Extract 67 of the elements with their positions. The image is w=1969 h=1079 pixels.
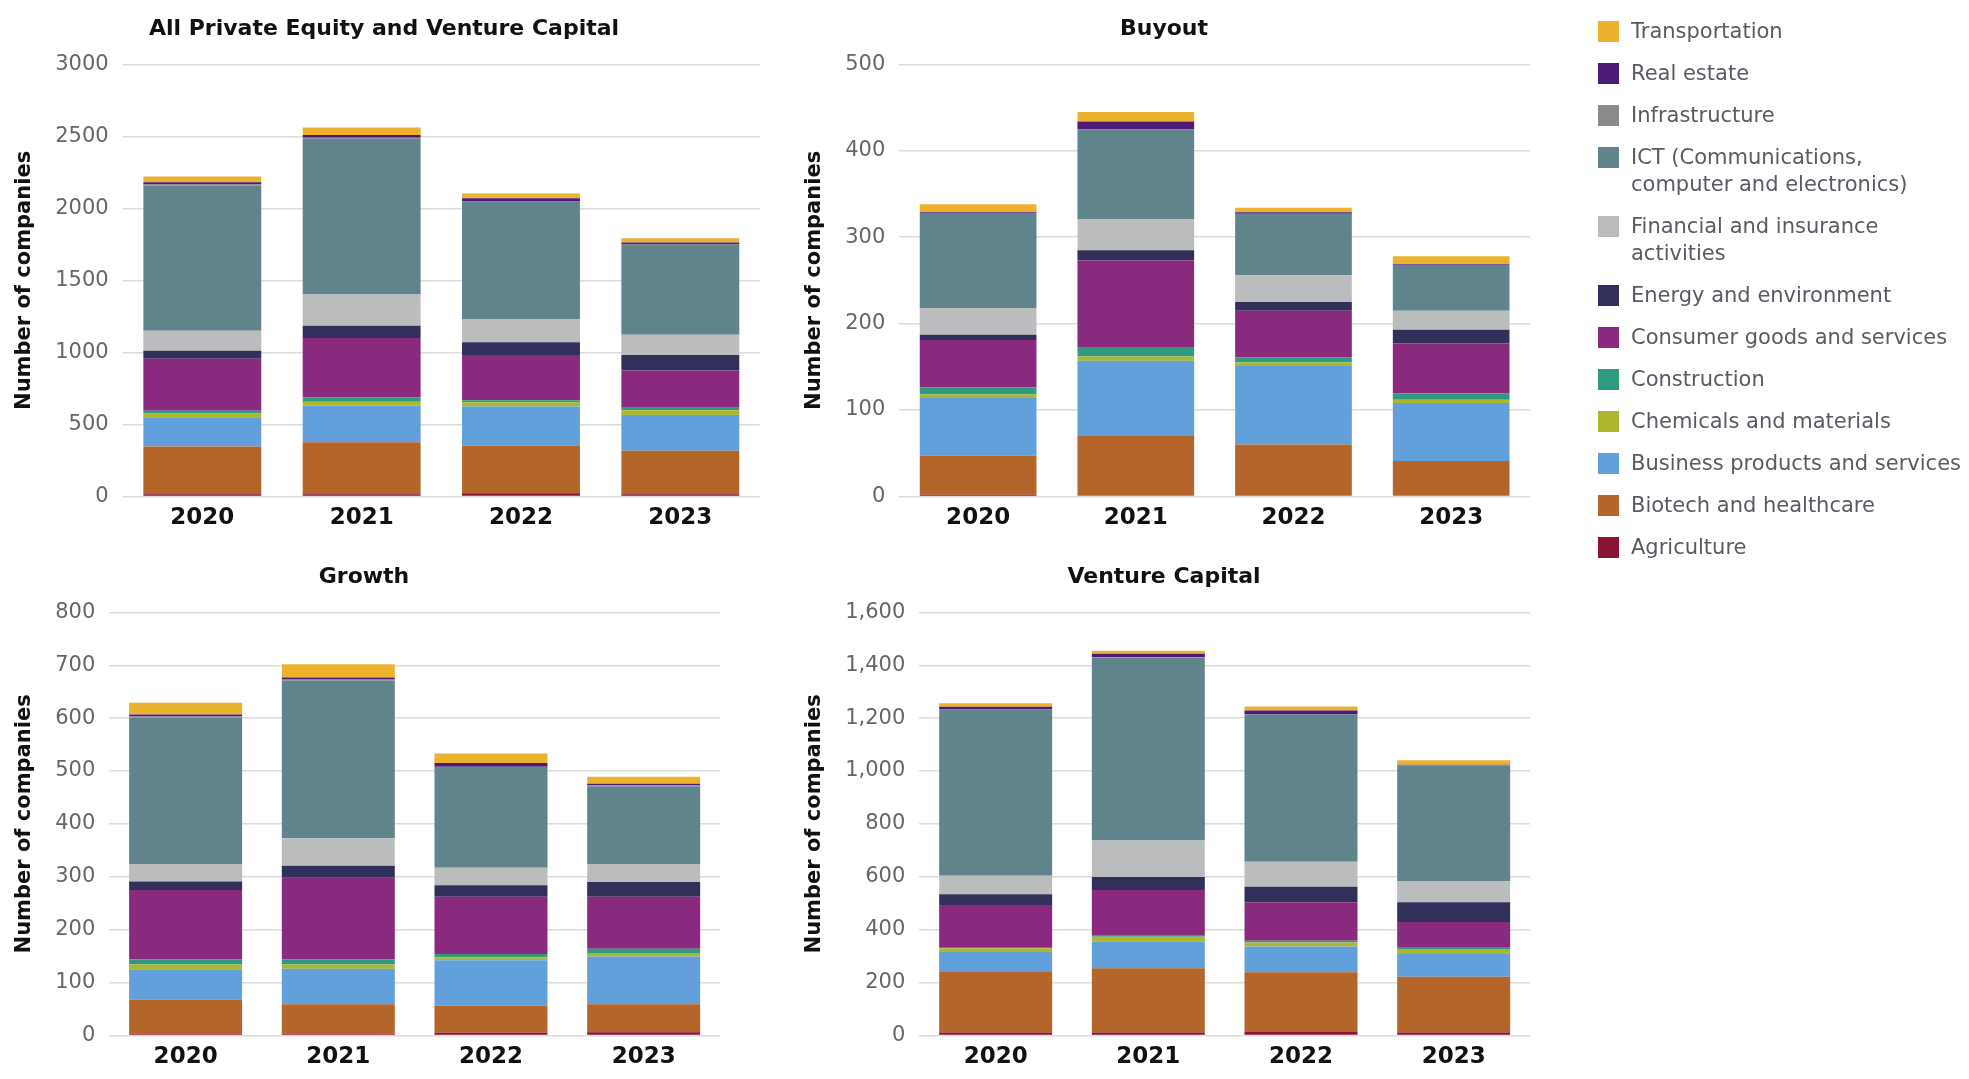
y-tick-label: 300 xyxy=(55,863,96,888)
legend-label: Construction xyxy=(1631,366,1765,393)
y-tick-label: 1000 xyxy=(55,338,109,363)
y-tick-label: 2500 xyxy=(55,122,109,147)
chart-title: Growth xyxy=(318,562,410,588)
x-tick-label: 2020 xyxy=(963,1042,1028,1069)
y-tick-label: 2000 xyxy=(55,194,109,219)
y-tick-label: 1,200 xyxy=(845,704,906,729)
y-tick-label: 1500 xyxy=(55,266,109,291)
y-tick-label: 100 xyxy=(845,396,886,421)
legend-label: Chemicals and materials xyxy=(1631,408,1891,435)
x-tick-label: 2020 xyxy=(153,1042,218,1069)
x-tick-label: 2022 xyxy=(488,503,553,530)
legend-label: Real estate xyxy=(1631,60,1750,87)
y-axis-title: Number of companies xyxy=(801,694,826,954)
legend-label: Transportation xyxy=(1631,18,1783,45)
x-tick-label: 2023 xyxy=(1419,503,1484,530)
x-tick-label: 2023 xyxy=(611,1042,676,1069)
legend-label: ICT (Communications, computer and electronics) xyxy=(1631,144,1909,198)
x-tick-label: 2020 xyxy=(170,503,235,530)
y-tick-label: 1,600 xyxy=(845,598,906,623)
legend-label: Agriculture xyxy=(1631,534,1747,561)
y-tick-label: 3000 xyxy=(55,50,109,75)
y-tick-label: 300 xyxy=(845,223,886,248)
y-axis-title: Number of companies xyxy=(11,150,36,410)
y-tick-label: 400 xyxy=(845,137,886,162)
legend-label: Energy and environment xyxy=(1631,282,1892,309)
x-tick-label: 2021 xyxy=(1103,503,1168,530)
legend-label: Biotech and healthcare xyxy=(1631,492,1875,519)
y-tick-label: 500 xyxy=(68,410,109,435)
x-tick-label: 2020 xyxy=(946,503,1011,530)
x-tick-label: 2021 xyxy=(329,503,394,530)
y-tick-label: 0 xyxy=(81,1021,96,1046)
y-tick-label: 800 xyxy=(55,598,96,623)
x-tick-label: 2022 xyxy=(458,1042,523,1069)
y-tick-label: 0 xyxy=(891,1021,906,1046)
y-tick-label: 200 xyxy=(55,916,96,941)
x-tick-label: 2023 xyxy=(648,503,713,530)
y-tick-label: 400 xyxy=(865,916,906,941)
legend-label: Financial and insurance activities xyxy=(1631,213,1880,267)
y-tick-label: 1,000 xyxy=(845,757,906,782)
y-tick-label: 500 xyxy=(845,50,886,75)
y-tick-label: 800 xyxy=(865,810,906,835)
x-tick-label: 2022 xyxy=(1261,503,1326,530)
x-tick-label: 2023 xyxy=(1421,1042,1486,1069)
y-tick-label: 100 xyxy=(55,968,96,993)
y-tick-label: 0 xyxy=(95,482,109,507)
legend-label: Consumer goods and services xyxy=(1631,324,1948,351)
y-tick-label: 0 xyxy=(871,482,886,507)
y-tick-label: 200 xyxy=(845,310,886,335)
chart-title: All Private Equity and Venture Capital xyxy=(148,14,620,40)
y-tick-label: 600 xyxy=(865,863,906,888)
x-tick-label: 2021 xyxy=(306,1042,371,1069)
legend-label: Business products and services xyxy=(1631,450,1962,477)
legend-label: Infrastructure xyxy=(1631,102,1775,129)
y-tick-label: 600 xyxy=(55,704,96,729)
chart-title: Venture Capital xyxy=(1067,562,1261,588)
y-axis-title: Number of companies xyxy=(11,694,36,954)
y-tick-label: 1,400 xyxy=(845,651,906,676)
y-tick-label: 500 xyxy=(55,757,96,782)
x-tick-label: 2022 xyxy=(1268,1042,1333,1069)
x-tick-label: 2021 xyxy=(1116,1042,1181,1069)
y-tick-label: 200 xyxy=(865,968,906,993)
y-tick-label: 400 xyxy=(55,810,96,835)
chart-title: Buyout xyxy=(1119,14,1209,40)
y-axis-title: Number of companies xyxy=(801,150,826,410)
y-tick-label: 700 xyxy=(55,651,96,676)
